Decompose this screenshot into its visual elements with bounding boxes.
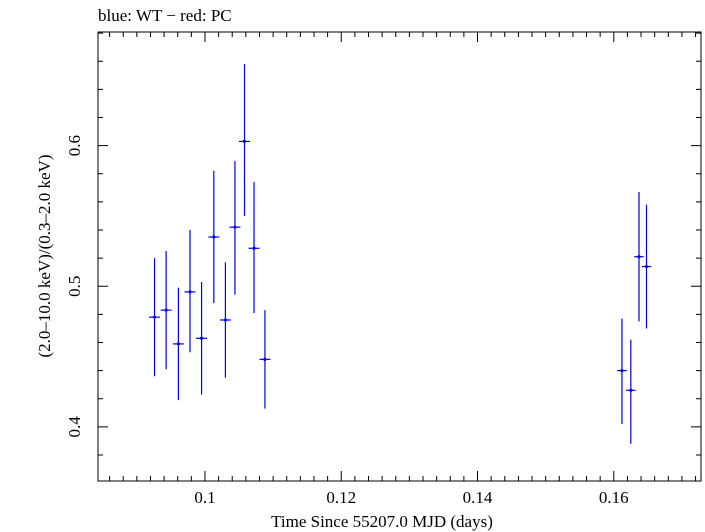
point-marker bbox=[263, 357, 267, 361]
point-marker bbox=[188, 290, 192, 294]
point-marker bbox=[164, 308, 168, 312]
point-marker bbox=[176, 342, 180, 346]
data-point bbox=[239, 64, 250, 216]
data-point bbox=[617, 318, 627, 425]
data-point bbox=[184, 229, 196, 353]
plot-frame bbox=[97, 31, 702, 482]
data-point bbox=[634, 192, 644, 322]
x-tick-label: 0.16 bbox=[599, 488, 629, 507]
y-tick-label: 0.5 bbox=[65, 276, 84, 297]
point-marker bbox=[629, 388, 633, 392]
data-point bbox=[229, 161, 241, 295]
point-marker bbox=[252, 246, 256, 250]
point-marker bbox=[644, 264, 649, 269]
y-axis-label: (2.0–10.0 keV)/(0.3–2.0 keV) bbox=[35, 154, 54, 357]
data-point bbox=[219, 262, 231, 378]
point-marker bbox=[233, 225, 237, 229]
data-point bbox=[259, 310, 271, 409]
point-marker bbox=[212, 235, 216, 239]
point-marker bbox=[620, 369, 624, 373]
x-tick-label: 0.12 bbox=[326, 488, 356, 507]
data-point bbox=[248, 182, 260, 313]
data-point bbox=[196, 282, 208, 395]
point-marker bbox=[223, 318, 228, 322]
data-point bbox=[160, 251, 172, 370]
point-marker bbox=[637, 255, 641, 259]
chart-title: blue: WT − red: PC bbox=[98, 6, 232, 25]
data-point bbox=[172, 287, 184, 401]
data-point bbox=[641, 204, 652, 329]
x-tick-label: 0.14 bbox=[463, 488, 493, 507]
y-axis-ticks: 0.4 0.5 0.6 bbox=[65, 32, 701, 456]
y-tick-label: 0.6 bbox=[65, 135, 84, 156]
x-tick-label: 0.1 bbox=[194, 488, 215, 507]
point-marker bbox=[199, 336, 204, 340]
data-point bbox=[208, 170, 220, 304]
data-point bbox=[626, 339, 636, 444]
series-group bbox=[149, 64, 652, 444]
data-point bbox=[149, 258, 161, 377]
point-marker bbox=[152, 315, 157, 319]
x-axis-label: Time Since 55207.0 MJD (days) bbox=[271, 512, 493, 531]
x-axis-ticks: 0.1 0.12 0.14 0.16 bbox=[109, 32, 697, 507]
data-series bbox=[149, 64, 652, 444]
y-tick-label: 0.4 bbox=[65, 416, 84, 438]
point-marker bbox=[242, 139, 247, 144]
